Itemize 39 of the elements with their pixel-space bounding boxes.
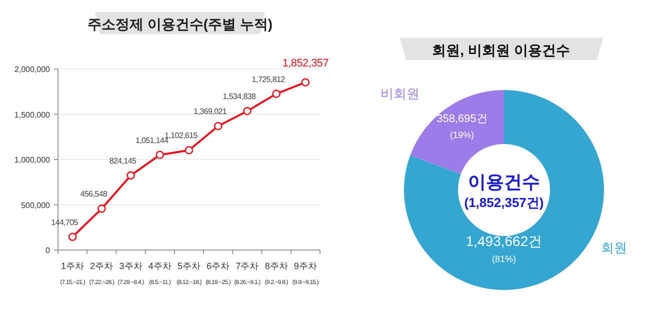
data-label: 358,695건 (19%) [436,113,488,140]
point [68,232,77,242]
point [126,171,135,180]
y-tick-label: 0 [46,246,51,255]
x-tick-label: 5주차 (8.12.~18.) [176,261,202,286]
text: 1,725,812 [252,74,285,84]
y-tick-label: 1,000,000 [14,156,51,164]
x-tick-label: 4주차 (8.5.~11.) [148,261,172,286]
chart-title: 회원, 비회원 이용건수 [432,42,570,58]
y-tick-label: 1,500,000 [14,110,51,120]
x-tick-label: 2주차 (7.22.~28.) [89,261,114,286]
slice-label: 비회원 [380,86,420,101]
x-tick-label: 7주차 (8.26.~9.1.) [234,261,261,286]
x-tick-label: 3주차 (7.29.~8.4.) [118,261,144,286]
text: (1,852,357건) [464,195,544,210]
text: 1,369,021 [194,107,227,116]
x-tick-label: 8주차 (9.2.~9.8.) [264,261,288,286]
x-tick-label: 6주차 (8.19.~25.) [206,261,231,286]
text: 824,145 [109,156,136,166]
slice-label: 회원 [601,240,627,255]
point [243,106,252,116]
point [98,204,106,213]
point [272,90,280,98]
x-tick-label: 9주차 (9.9.~9.15.) [292,261,319,286]
x-tick-label: 1주차 (7.15.~21.) [60,261,86,286]
text: 456,548 [80,190,108,199]
point [156,150,164,160]
data-label: 1,493,662건 (81%) [466,233,542,264]
point [214,122,222,130]
text: 144,705 [51,218,78,227]
y-tick-label: 2,000,000 [14,65,51,74]
point [301,78,310,87]
text: 1,534,838 [222,92,256,102]
point [184,146,194,154]
text: 1,852,357 [282,57,329,70]
y-tick-label: 500,000 [21,200,51,210]
text: 1,051,144 [135,136,168,145]
text: 이용건수 [468,172,540,192]
chart-title: 주소정제 이용건수(주별 누적) [87,16,273,32]
